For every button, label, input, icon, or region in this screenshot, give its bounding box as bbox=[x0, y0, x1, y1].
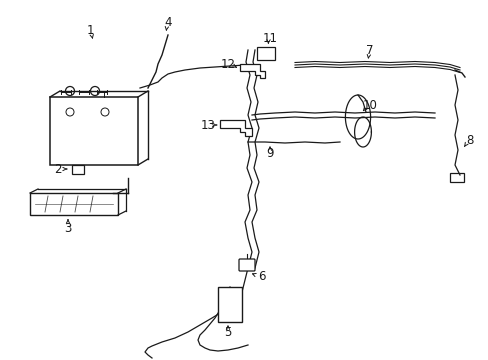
Text: 6: 6 bbox=[258, 270, 265, 284]
Text: 2: 2 bbox=[54, 162, 61, 176]
Text: 5: 5 bbox=[224, 325, 231, 338]
Text: 10: 10 bbox=[362, 99, 377, 112]
Polygon shape bbox=[240, 64, 264, 78]
Text: 8: 8 bbox=[466, 134, 473, 147]
Text: 9: 9 bbox=[265, 147, 273, 159]
Polygon shape bbox=[220, 120, 251, 136]
Text: 11: 11 bbox=[262, 32, 277, 45]
Bar bbox=[30, 193, 118, 215]
Text: 13: 13 bbox=[200, 118, 215, 131]
Bar bbox=[257, 47, 274, 60]
Text: 12: 12 bbox=[220, 58, 235, 71]
Bar bbox=[50, 97, 138, 165]
Text: 1: 1 bbox=[86, 23, 94, 36]
Bar bbox=[218, 287, 242, 322]
Bar bbox=[72, 165, 84, 174]
Text: 4: 4 bbox=[164, 15, 171, 28]
Text: 3: 3 bbox=[64, 221, 72, 234]
Bar bbox=[449, 173, 463, 182]
Text: 7: 7 bbox=[366, 44, 373, 57]
FancyBboxPatch shape bbox=[239, 259, 254, 271]
